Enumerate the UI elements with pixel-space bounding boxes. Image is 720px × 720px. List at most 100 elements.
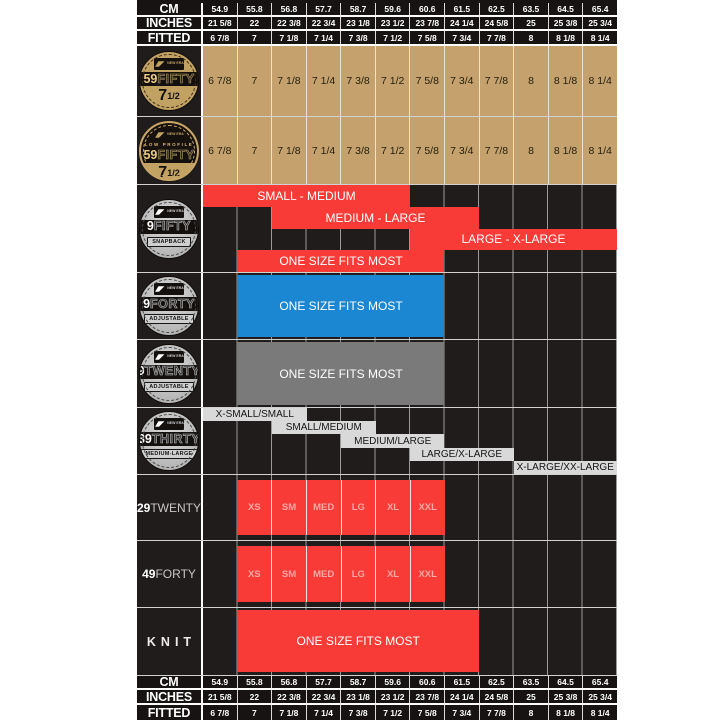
cm-value: 55.8 — [238, 676, 273, 688]
row-9forty: NEW ERA 9 FORTY ADJUSTABLE ONE SIZE FITS … — [137, 273, 617, 340]
inches-value: 23 1/2 — [376, 690, 411, 703]
fitted-value: 7 1/8 — [272, 31, 307, 44]
cm-value: 63.5 — [514, 3, 549, 15]
header-cm-values: 54.9 55.8 56.8 57.7 58.7 59.6 60.6 61.5 62.5 63.5… — [203, 3, 617, 15]
header-cm-label: CM — [137, 2, 203, 16]
badge-sub-label: ADJUSTABLE — [144, 381, 194, 392]
9forty-range: ONE SIZE FITS MOST — [203, 273, 617, 339]
29twenty-label-cell: 29TWENTY — [137, 475, 203, 540]
fitted-size-cell: 8 — [514, 117, 549, 184]
badge-sample-size: 7 1/2 — [158, 87, 180, 104]
knit-label: KNIT — [146, 634, 197, 649]
59fifty-low-profile-badge: NEW ERA LOW PROFILE 59 FIFTY 7 1/2 — [139, 120, 199, 181]
inches-value: 22 3/4 — [307, 690, 342, 703]
49forty-label: 49FORTY — [142, 567, 196, 581]
inches-value: 24 1/4 — [445, 690, 480, 703]
inches-value: 24 1/4 — [445, 17, 480, 29]
apparel-size-cell: LG — [341, 546, 377, 602]
inches-value: 25 3/8 — [549, 17, 584, 29]
header-fitted-values: 6 7/8 7 7 1/8 7 1/4 7 3/8 7 1/2 7 5/8 7 3/4 7 7/… — [203, 31, 617, 44]
cm-value: 56.8 — [272, 3, 307, 15]
cm-value: 64.5 — [549, 676, 584, 688]
inches-value: 23 7/8 — [410, 17, 446, 29]
fitted-size-cell: 8 — [514, 46, 549, 116]
inches-value: 22 3/8 — [272, 17, 307, 29]
fitted-size-cell: 7 3/8 — [341, 46, 376, 116]
row-59fifty: NEW ERA 59 FIFTY 7 1/2 6 7/8 7 7 1/8 7 1/4 7 3… — [137, 46, 617, 117]
cm-value: 61.5 — [445, 3, 480, 15]
fitted-size-cell: 8 1/4 — [588, 144, 612, 157]
fitted-value: 7 5/8 — [410, 705, 446, 720]
range-bar-xlarge-xxlarge: X-LARGE/XX-LARGE — [513, 460, 617, 475]
footer-inches-label: INCHES — [137, 690, 203, 704]
cm-value: 57.7 — [307, 3, 342, 15]
fitted-value: 7 1/8 — [272, 705, 307, 720]
apparel-size-cell: XL — [376, 546, 411, 602]
fitted-size-cell: 7 1/4 — [307, 46, 342, 116]
fitted-size-cell: 7 1/8 — [272, 117, 307, 184]
cm-value: 54.9 — [203, 676, 238, 688]
range-bar-one-size: ONE SIZE FITS MOST — [237, 610, 479, 672]
fitted-value: 7 3/8 — [341, 31, 376, 44]
badge-name: 39 THIRTY — [139, 431, 199, 446]
inches-value: 25 — [514, 17, 549, 29]
inches-value: 23 7/8 — [410, 690, 446, 703]
badge-name: 9 FIFTY — [140, 219, 198, 234]
fitted-size-cell: 7 3/8 — [341, 117, 376, 184]
footer-row-fitted: FITTED 6 7/8 7 7 1/8 7 1/4 7 3/8 7 1/2 7 5/8 7 … — [137, 705, 617, 720]
fitted-size-cell: 6 7/8 — [203, 117, 238, 184]
badge-name: 9TWENTY — [140, 364, 198, 379]
cm-value: 58.7 — [341, 3, 376, 15]
inches-value: 23 1/2 — [376, 17, 411, 29]
badge-name: 9 FORTY — [140, 297, 198, 311]
cm-value: 62.5 — [480, 676, 515, 688]
footer-fitted-values: 6 7/8 7 7 1/8 7 1/4 7 3/8 7 1/2 7 5/8 7 3/4 7 7/… — [203, 705, 617, 720]
fitted-size-cell: 6 7/8 — [203, 46, 238, 116]
new-era-flag-icon: NEW ERA — [154, 58, 184, 70]
9fifty-badge-cell: NEW ERA 9 FIFTY SNAPBACK — [137, 185, 203, 272]
fitted-value: 7 — [238, 31, 273, 44]
badge-sub-label: ADJUSTABLE — [144, 314, 194, 324]
cm-value: 55.8 — [238, 3, 273, 15]
fitted-value: 7 5/8 — [410, 31, 446, 44]
badge-name: 59 FIFTY — [140, 72, 198, 86]
range-bar-small-medium: SMALL - MEDIUM — [203, 185, 410, 207]
knit-range: ONE SIZE FITS MOST — [203, 608, 617, 675]
fitted-value: 8 — [514, 31, 549, 44]
header-inches-label: INCHES — [137, 16, 203, 30]
fitted-value: 8 1/8 — [549, 31, 584, 44]
inches-value: 25 — [514, 690, 549, 703]
fitted-size-cell: 7 5/8 — [410, 117, 446, 184]
fitted-value: 8 — [514, 705, 549, 720]
fitted-value: 7 3/4 — [445, 31, 480, 44]
fitted-value: 8 1/4 — [590, 707, 610, 718]
9twenty-range: ONE SIZE FITS MOST — [203, 340, 617, 407]
inches-value: 25 3/4 — [588, 18, 612, 28]
cm-value: 54.9 — [203, 3, 238, 15]
cm-value: 64.5 — [549, 3, 584, 15]
badge-sub-label: MEDIUM-LARGE — [140, 449, 198, 459]
inches-value: 22 — [238, 17, 273, 29]
range-bar-medium-large: MEDIUM/LARGE — [340, 434, 445, 448]
fitted-size-cell: 7 3/4 — [445, 117, 480, 184]
cm-value: 59.6 — [376, 3, 411, 15]
footer-cm-label: CM — [137, 675, 203, 689]
59fifty-badge-cell: NEW ERA 59 FIFTY 7 1/2 — [137, 46, 203, 116]
apparel-size-cell: MED — [306, 546, 342, 602]
fitted-size-cell: 7 3/4 — [445, 46, 480, 116]
49forty-label-cell: 49FORTY — [137, 541, 203, 607]
apparel-size-cell: MED — [306, 480, 342, 535]
range-bar-one-size: ONE SIZE FITS MOST — [237, 342, 445, 405]
59fifty-sizes: 6 7/8 7 7 1/8 7 1/4 7 3/8 7 1/2 7 5/8 7 3/4 7 7/… — [203, 46, 617, 116]
inches-value: 21 5/8 — [203, 17, 238, 29]
fitted-size-cell: 8 1/8 — [549, 117, 584, 184]
fitted-value: 7 7/8 — [480, 705, 515, 720]
header-row-inches: INCHES 21 5/8 22 22 3/8 22 3/4 23 1/8 23 1/2 2… — [137, 16, 617, 31]
apparel-size-cells: XS SM MED LG XL XXL — [237, 480, 445, 535]
9fifty-badge: NEW ERA 9 FIFTY SNAPBACK — [139, 198, 199, 259]
fitted-size-cell: 7 7/8 — [480, 117, 515, 184]
9forty-badge-cell: NEW ERA 9 FORTY ADJUSTABLE — [137, 273, 203, 339]
fitted-size-cell: 7 — [238, 117, 273, 184]
apparel-size-cell: XXL — [410, 546, 445, 602]
inches-value: 22 3/8 — [272, 690, 307, 703]
